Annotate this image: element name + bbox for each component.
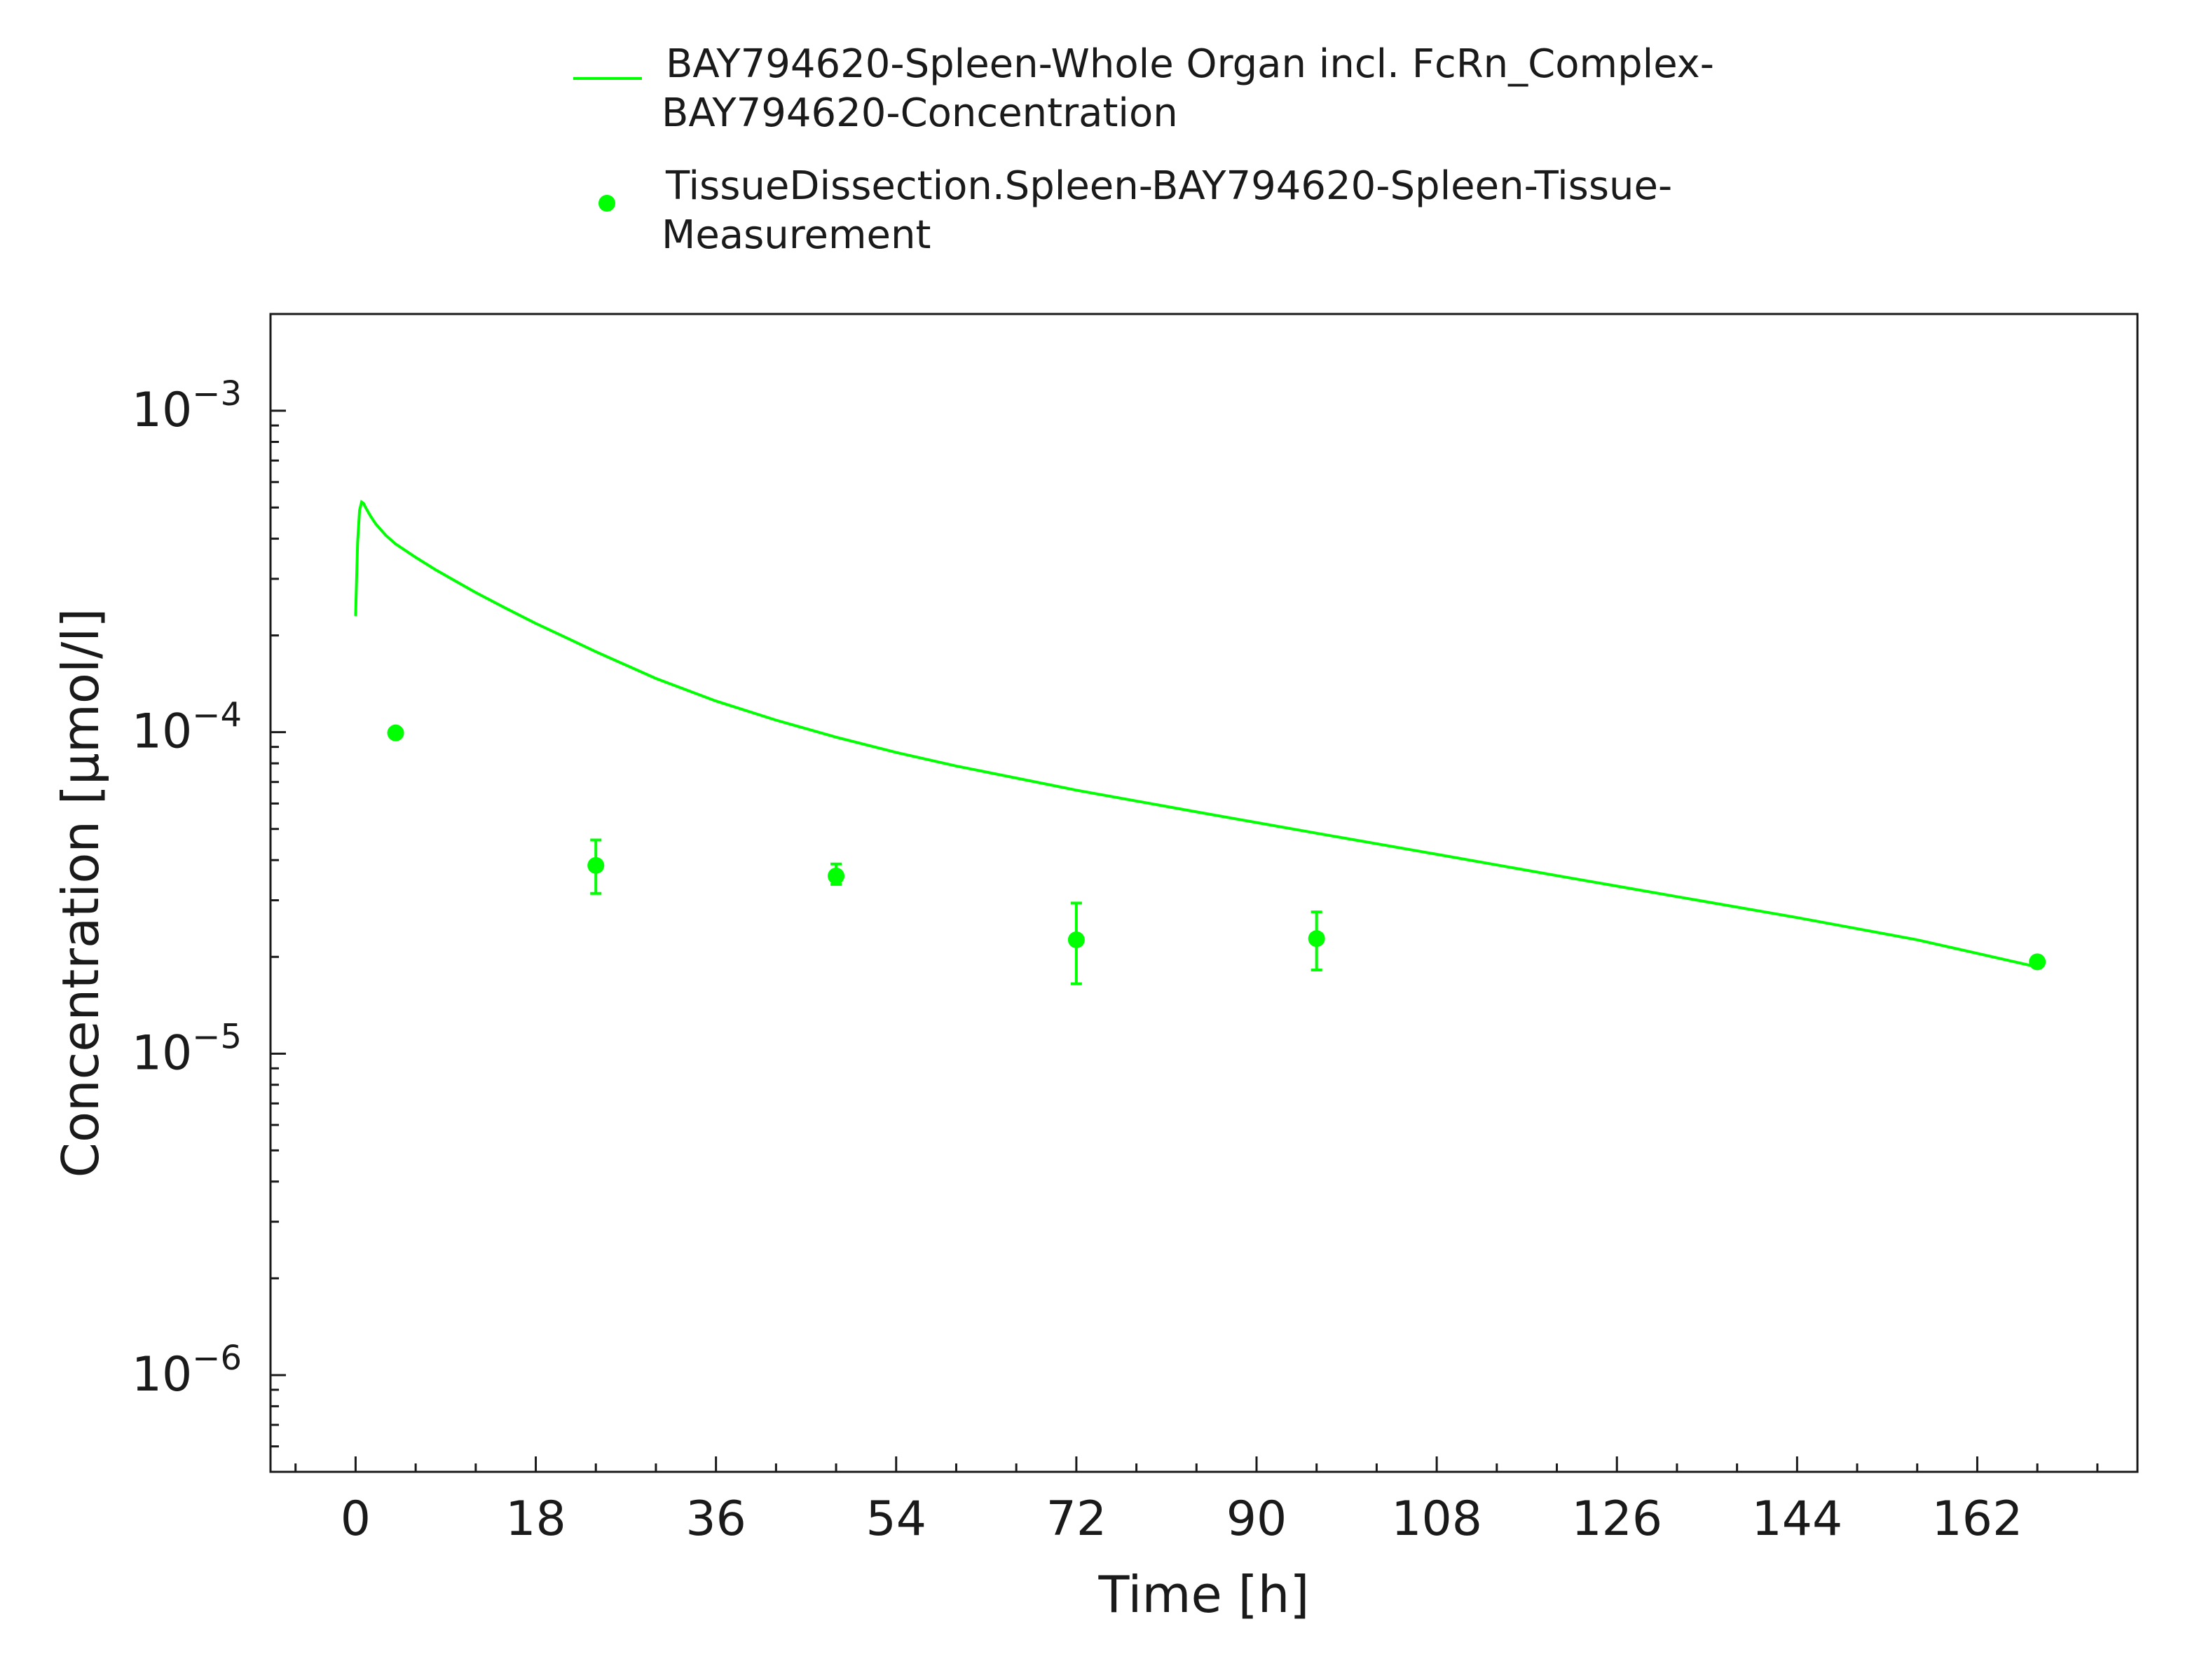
measurement-point	[387, 724, 404, 742]
measurement-point	[587, 856, 605, 874]
measurement-point	[828, 867, 845, 885]
x-tick-label: 126	[1571, 1491, 1662, 1547]
x-tick-label: 162	[1932, 1491, 2023, 1547]
y-tick-label: 10−6	[132, 1339, 242, 1402]
plot-area-frame	[269, 313, 2139, 1473]
simulation-line	[354, 500, 2038, 969]
x-tick-label: 36	[685, 1491, 746, 1547]
x-tick-label: 144	[1751, 1491, 1842, 1547]
legend-entry-line-label-2: BAY794620-Concentration	[662, 90, 1178, 136]
x-tick-label: 72	[1046, 1491, 1107, 1547]
legend-entry-scatter-label-1: TissueDissection.Spleen-BAY794620-Spleen…	[666, 163, 1673, 209]
x-tick-label: 0	[341, 1491, 371, 1547]
y-tick-label: 10−5	[132, 1017, 242, 1081]
series-layer	[354, 500, 2046, 985]
x-axis: 0 18 36 54 72 90 108 126 144 162	[294, 1456, 2099, 1547]
measurement-point	[1308, 930, 1325, 948]
measurement-point	[1067, 931, 1085, 948]
legend-marker-swatch	[598, 195, 615, 212]
x-tick-label: 18	[505, 1491, 566, 1547]
legend-swatches	[573, 77, 642, 212]
x-tick-label: 90	[1226, 1491, 1287, 1547]
y-axis: 10−3 10−4 10−5 10−6	[132, 313, 286, 1473]
x-axis-title: Time [h]	[1098, 1565, 1310, 1624]
measurement-point	[2029, 953, 2046, 971]
x-tick-label: 54	[865, 1491, 926, 1547]
legend-entry-line-label-1: BAY794620-Spleen-Whole Organ incl. FcRn_…	[666, 41, 1715, 87]
y-tick-label: 10−4	[132, 696, 242, 760]
y-tick-label: 10−3	[132, 374, 242, 438]
x-tick-label: 108	[1391, 1491, 1482, 1547]
y-axis-title: Concentration [µmol/l]	[51, 608, 110, 1178]
legend-entry-scatter-label-2: Measurement	[662, 212, 931, 258]
